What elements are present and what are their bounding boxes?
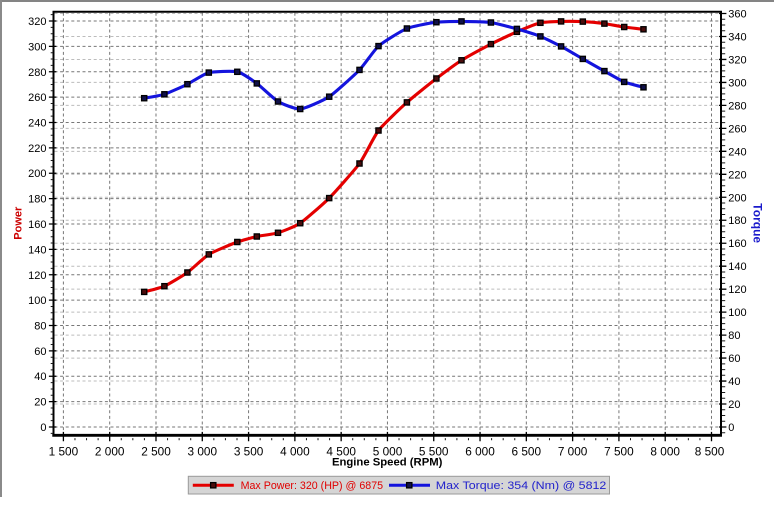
svg-text:Max Torque: 354 (Nm) @ 5812: Max Torque: 354 (Nm) @ 5812 <box>436 480 607 492</box>
svg-text:80: 80 <box>728 330 740 342</box>
svg-text:1 500: 1 500 <box>49 444 79 458</box>
svg-text:180: 180 <box>28 194 46 206</box>
svg-text:60: 60 <box>34 346 46 358</box>
svg-text:160: 160 <box>28 219 46 231</box>
svg-text:0: 0 <box>40 422 46 434</box>
svg-text:2 500: 2 500 <box>141 444 171 458</box>
svg-text:240: 240 <box>28 118 46 130</box>
svg-text:5 000: 5 000 <box>373 444 403 458</box>
svg-text:3 000: 3 000 <box>188 444 218 458</box>
svg-text:Torque: Torque <box>750 203 764 243</box>
svg-text:100: 100 <box>28 295 46 307</box>
svg-text:100: 100 <box>728 307 746 319</box>
svg-text:160: 160 <box>728 238 746 250</box>
svg-text:320: 320 <box>728 54 746 66</box>
svg-text:220: 220 <box>28 143 46 155</box>
svg-text:6 000: 6 000 <box>465 444 495 458</box>
svg-text:Max Power: 320 (HP) @ 6875: Max Power: 320 (HP) @ 6875 <box>241 480 384 492</box>
svg-text:360: 360 <box>728 9 746 21</box>
svg-text:300: 300 <box>728 77 746 89</box>
svg-text:260: 260 <box>28 92 46 104</box>
svg-text:80: 80 <box>34 321 46 333</box>
svg-text:4 000: 4 000 <box>280 444 310 458</box>
svg-text:20: 20 <box>34 397 46 409</box>
svg-text:0: 0 <box>728 422 734 434</box>
svg-text:280: 280 <box>728 100 746 112</box>
svg-text:3 500: 3 500 <box>234 444 264 458</box>
svg-text:Power: Power <box>12 206 24 240</box>
svg-text:8 500: 8 500 <box>695 444 725 458</box>
svg-text:200: 200 <box>728 192 746 204</box>
svg-text:320: 320 <box>28 16 46 28</box>
svg-text:4 500: 4 500 <box>326 444 356 458</box>
svg-text:300: 300 <box>28 41 46 53</box>
svg-text:Engine Speed (RPM): Engine Speed (RPM) <box>332 457 443 469</box>
svg-text:200: 200 <box>28 168 46 180</box>
svg-text:40: 40 <box>728 376 740 388</box>
svg-text:260: 260 <box>728 123 746 135</box>
svg-text:7 000: 7 000 <box>558 444 588 458</box>
svg-text:6 500: 6 500 <box>512 444 542 458</box>
svg-text:120: 120 <box>728 284 746 296</box>
svg-text:20: 20 <box>728 399 740 411</box>
svg-text:7 500: 7 500 <box>604 444 634 458</box>
svg-text:140: 140 <box>28 244 46 256</box>
svg-text:8 000: 8 000 <box>650 444 680 458</box>
svg-text:5 500: 5 500 <box>419 444 449 458</box>
svg-text:220: 220 <box>728 169 746 181</box>
svg-text:280: 280 <box>28 67 46 79</box>
svg-text:180: 180 <box>728 215 746 227</box>
svg-text:240: 240 <box>728 146 746 158</box>
svg-text:2 000: 2 000 <box>95 444 125 458</box>
svg-text:120: 120 <box>28 270 46 282</box>
svg-text:40: 40 <box>34 371 46 383</box>
svg-text:340: 340 <box>728 32 746 44</box>
svg-text:140: 140 <box>728 261 746 273</box>
svg-text:60: 60 <box>728 353 740 365</box>
